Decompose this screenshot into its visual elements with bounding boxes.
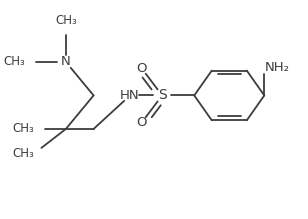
Text: O: O [136, 116, 147, 129]
Text: S: S [158, 88, 167, 102]
Text: HN: HN [120, 89, 140, 102]
Text: CH₃: CH₃ [3, 55, 25, 68]
Text: CH₃: CH₃ [12, 147, 34, 160]
Text: NH₂: NH₂ [264, 61, 289, 74]
Text: O: O [136, 62, 147, 75]
Text: CH₃: CH₃ [55, 14, 77, 27]
Text: N: N [61, 55, 71, 68]
Text: CH₃: CH₃ [12, 122, 34, 136]
